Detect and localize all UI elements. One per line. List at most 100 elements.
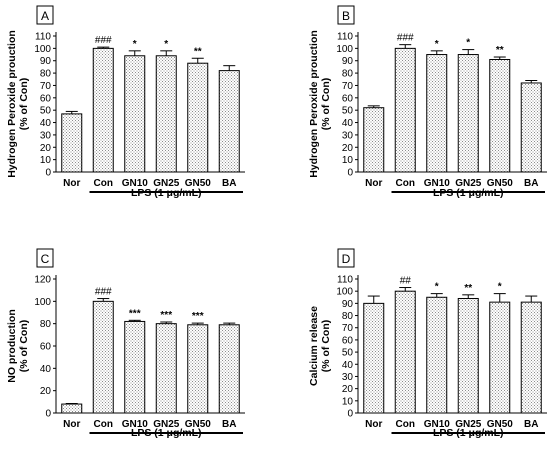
y-tick-label: 0 (347, 409, 353, 420)
x-tick-label: GN50 (487, 419, 514, 430)
bar-gn25 (155, 55, 177, 173)
bar-gn10 (124, 320, 146, 414)
bar-gn25 (457, 54, 479, 173)
panel-label-box (36, 5, 54, 25)
x-tick-label: Con (396, 419, 415, 430)
y-tick-label: 0 (45, 409, 51, 420)
group-label: LPS (1 μg/mL) (131, 187, 202, 199)
y-tick-label: 20 (342, 384, 354, 395)
bar-con (394, 47, 416, 173)
significance-marker: ## (400, 276, 412, 287)
y-tick-label: 40 (342, 118, 354, 129)
panel-label: D (342, 252, 351, 266)
bar-ba (520, 301, 542, 414)
y-tick-label: 20 (40, 386, 52, 397)
y-tick-label: 10 (342, 396, 354, 407)
x-tick-label: GN10 (424, 419, 451, 430)
y-tick-label: 80 (342, 311, 354, 322)
x-tick-label: GN25 (455, 178, 482, 189)
y-tick-label: 80 (40, 69, 52, 80)
y-axis-label: NO production(% of Con) (6, 309, 30, 383)
y-tick-label: 20 (40, 143, 52, 154)
x-tick-label: Nor (63, 419, 80, 430)
y-tick-label: 10 (40, 155, 52, 166)
bar-gn10 (124, 55, 146, 173)
x-tick-label: GN50 (487, 178, 514, 189)
significance-marker: *** (192, 311, 204, 322)
panel-label: B (342, 9, 350, 23)
group-label: LPS (1 μg/mL) (433, 187, 504, 199)
y-tick-label: 120 (34, 275, 51, 286)
y-tick-label: 110 (337, 275, 353, 286)
significance-marker: ### (397, 33, 414, 44)
y-tick-label: 100 (336, 287, 353, 298)
bar-ba (218, 324, 240, 414)
bar-gn50 (489, 58, 511, 173)
y-tick-label: 100 (336, 44, 353, 55)
x-tick-label: Con (94, 178, 113, 189)
y-tick-label: 30 (342, 372, 354, 383)
significance-marker: * (435, 39, 439, 50)
bar-gn50 (489, 301, 511, 414)
x-tick-label: Nor (63, 178, 80, 189)
y-tick-label: 40 (40, 364, 52, 375)
significance-marker: * (133, 39, 137, 50)
y-tick-label: 30 (342, 130, 354, 141)
x-tick-label: GN10 (122, 178, 149, 189)
x-tick-label: BA (524, 178, 538, 189)
y-tick-label: 50 (40, 106, 52, 117)
bar-gn50 (187, 324, 209, 414)
bar-gn25 (457, 297, 479, 414)
y-axis-label: Calcium release(% of Con) (308, 306, 332, 386)
y-tick-label: 90 (40, 56, 52, 67)
panel-label-box (337, 248, 355, 268)
panel-label: A (41, 9, 49, 23)
x-tick-label: Nor (365, 178, 382, 189)
y-tick-label: 0 (347, 168, 353, 179)
y-tick-label: 110 (337, 32, 353, 43)
y-tick-label: 50 (342, 106, 354, 117)
y-tick-label: 70 (40, 81, 52, 92)
y-tick-label: 100 (34, 44, 51, 55)
significance-marker: * (466, 38, 470, 49)
group-label: LPS (1 μg/mL) (433, 427, 504, 439)
significance-marker: ** (496, 45, 504, 56)
bar-con (92, 47, 114, 173)
y-tick-label: 60 (40, 342, 52, 353)
x-tick-label: BA (222, 419, 236, 430)
x-tick-label: Nor (365, 419, 382, 430)
x-tick-label: GN25 (153, 178, 180, 189)
panel-C: C 0 20 40 60 80 100 120 NO production(% of Con) N… (6, 248, 245, 439)
x-tick-label: Con (396, 178, 415, 189)
y-tick-label: 110 (35, 32, 51, 43)
y-axis-label: Hydrogen Peroxide prouction(% of Con) (6, 30, 30, 178)
bar-nor (363, 302, 385, 414)
y-tick-label: 50 (342, 348, 354, 359)
significance-marker: ** (464, 283, 472, 294)
significance-marker: *** (129, 308, 141, 319)
y-tick-label: 60 (342, 93, 354, 104)
x-tick-label: Con (94, 419, 113, 430)
bar-gn50 (187, 62, 209, 173)
y-tick-label: 80 (342, 69, 354, 80)
significance-marker: * (435, 282, 439, 293)
y-tick-label: 80 (40, 319, 52, 330)
panel-label-box (337, 5, 355, 25)
significance-marker: ### (95, 287, 112, 298)
bar-nor (61, 113, 83, 173)
bar-gn10 (426, 54, 448, 173)
bar-con (394, 290, 416, 414)
y-tick-label: 30 (40, 130, 52, 141)
y-tick-label: 10 (342, 155, 354, 166)
y-tick-label: 90 (342, 56, 354, 67)
y-tick-label: 60 (342, 335, 354, 346)
panel-label: C (41, 252, 50, 266)
bar-ba (520, 82, 542, 173)
significance-marker: ### (95, 35, 112, 46)
y-tick-label: 60 (40, 93, 52, 104)
y-tick-label: 70 (342, 81, 354, 92)
